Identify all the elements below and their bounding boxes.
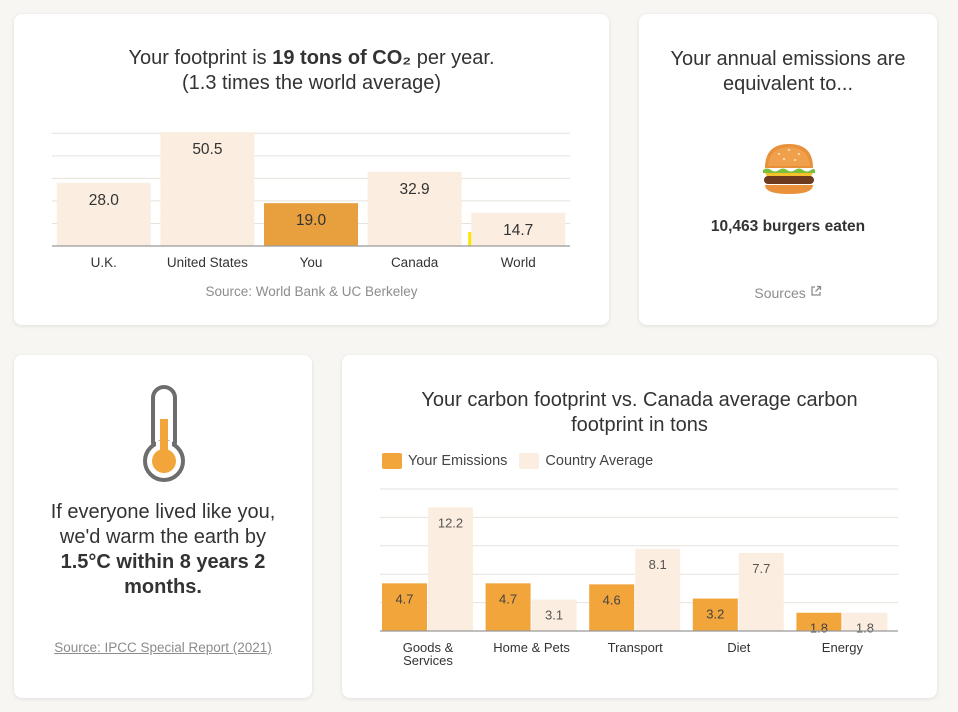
bar-value-label: 12.2 xyxy=(438,515,463,530)
x-tick-label: Energy xyxy=(822,640,864,655)
comparison-bar-chart: 4.7 12.2 Goods &Services 4.7 3.1 Home & Pets 4… xyxy=(380,488,898,668)
country-bar-transport xyxy=(635,548,681,631)
legend-swatch-your-emissions xyxy=(382,453,402,469)
ipcc-source-link[interactable]: Source: IPCC Special Report (2021) xyxy=(54,640,272,655)
x-tick-label: World xyxy=(501,255,536,270)
external-link-icon xyxy=(810,285,821,296)
x-tick-label: United States xyxy=(167,255,248,270)
bar-value-label: 50.5 xyxy=(192,141,222,158)
thermometer-icon xyxy=(143,385,185,482)
equivalent-value: 10,463 burgers eaten xyxy=(710,218,866,235)
bar-united-states xyxy=(160,132,255,246)
x-tick-label: Canada xyxy=(391,255,439,270)
bar-value-label: 14.7 xyxy=(503,222,533,239)
your-bar-goods-services xyxy=(382,583,427,631)
bar-value-label: 3.1 xyxy=(545,608,563,623)
x-tick-label: Diet xyxy=(727,640,751,655)
footprint-subtitle: (1.3 times the world average) xyxy=(181,72,441,94)
bar-value-label: 8.1 xyxy=(649,557,667,572)
country-bar-diet xyxy=(738,552,784,631)
chart-legend: Your Emissions Country Average xyxy=(382,453,665,469)
legend-item-country-average: Country Average xyxy=(519,453,653,469)
comparison-card: Your carbon footprint vs. Canada average… xyxy=(342,355,937,698)
bar-value-label: 4.7 xyxy=(499,591,517,606)
footprint-title: Your footprint is 19 tons of CO₂ per yea… xyxy=(128,47,495,69)
x-tick-label: You xyxy=(300,255,323,270)
your-bar-transport xyxy=(589,584,635,631)
burger-icon xyxy=(763,144,815,194)
warming-statement: If everyone lived like you, we'd warm th… xyxy=(50,501,276,598)
bar-value-label: 28.0 xyxy=(89,192,120,209)
bar-value-label: 19.0 xyxy=(296,212,327,229)
country-bar-home-pets xyxy=(531,599,577,631)
warming-card: If everyone lived like you, we'd warm th… xyxy=(14,355,312,698)
legend-item-your-emissions: Your Emissions xyxy=(382,453,507,469)
your-bar-diet xyxy=(692,598,738,631)
bar-value-label: 1.8 xyxy=(856,621,874,636)
country-bar-goods-services xyxy=(428,507,473,631)
x-tick-label: U.K. xyxy=(91,255,117,270)
bar-value-label: 1.8 xyxy=(810,621,828,636)
bar-canada xyxy=(367,171,462,246)
bar-value-label: 32.9 xyxy=(400,181,430,198)
legend-label-your-emissions: Your Emissions xyxy=(408,453,508,469)
your-bar-energy xyxy=(796,612,842,631)
comparison-title: Your carbon footprint vs. Canada average… xyxy=(421,389,858,436)
equivalent-card: Your annual emissions are equivalent to.… xyxy=(639,14,937,325)
your-bar-home-pets xyxy=(485,583,531,631)
sources-link[interactable]: Sources xyxy=(639,284,937,301)
bar-value-label: 4.6 xyxy=(603,592,621,607)
bar-value-label: 7.7 xyxy=(752,561,770,576)
equivalent-title: Your annual emissions are equivalent to.… xyxy=(670,48,906,95)
world-marker xyxy=(468,232,472,246)
x-tick-label: Home & Pets xyxy=(493,640,570,655)
legend-swatch-country-average xyxy=(519,453,540,469)
footprint-source: Source: World Bank & UC Berkeley xyxy=(205,284,418,299)
bar-u-k- xyxy=(56,182,151,246)
bar-world xyxy=(471,212,566,246)
sources-label: Sources xyxy=(754,285,806,302)
x-tick-label: Goods & xyxy=(403,640,454,655)
x-tick-label: Transport xyxy=(608,640,664,655)
bar-value-label: 4.7 xyxy=(395,591,413,606)
footprint-card: Your footprint is 19 tons of CO₂ per yea… xyxy=(14,14,609,325)
footprint-bar-chart: 28.0 U.K. 50.5 United States 19.0 You 32.9 Cana… xyxy=(52,132,570,270)
country-bar-energy xyxy=(842,612,888,631)
bar-value-label: 3.2 xyxy=(706,607,724,622)
legend-label-country-average: Country Average xyxy=(545,453,654,469)
x-tick-label: Services xyxy=(403,653,453,668)
bar-you xyxy=(264,203,358,246)
